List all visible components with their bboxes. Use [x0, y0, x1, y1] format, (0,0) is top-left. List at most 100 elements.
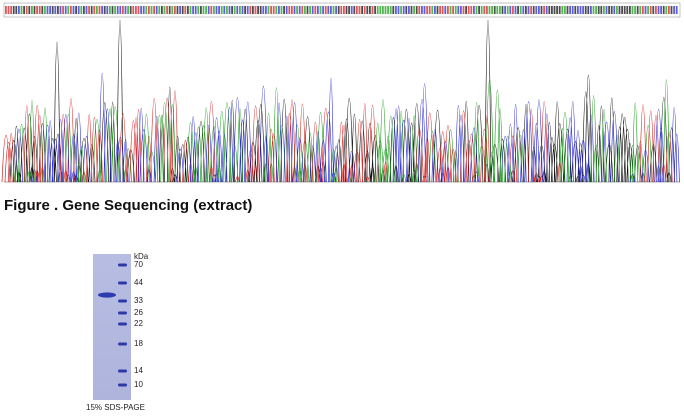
base-call — [660, 6, 662, 14]
gel-lane-area — [93, 254, 131, 400]
base-call — [298, 6, 301, 14]
base-call — [587, 6, 590, 14]
base-call — [192, 6, 194, 14]
base-call — [335, 6, 337, 14]
base-call — [309, 6, 311, 14]
base-call — [634, 6, 636, 14]
base-call — [12, 6, 15, 14]
base-call — [397, 6, 400, 14]
base-call — [41, 6, 44, 14]
base-call — [350, 6, 353, 14]
base-call — [38, 6, 41, 14]
base-call — [488, 6, 491, 14]
base-call — [98, 6, 101, 14]
base-call — [207, 6, 210, 14]
base-call — [197, 6, 200, 14]
base-call — [249, 6, 252, 14]
base-call — [179, 6, 181, 14]
base-call — [54, 6, 57, 14]
base-call — [343, 6, 345, 14]
base-call — [358, 6, 361, 14]
trace — [9, 20, 675, 183]
base-call — [439, 6, 441, 14]
base-call — [670, 6, 673, 14]
base-call — [504, 6, 506, 14]
base-call — [668, 6, 670, 14]
base-call — [148, 6, 150, 14]
base-call — [675, 6, 678, 14]
ladder-band — [118, 322, 127, 326]
base-call — [278, 6, 280, 14]
base-call — [64, 6, 67, 14]
base-call — [595, 6, 597, 14]
base-call — [610, 6, 613, 14]
base-call — [428, 6, 431, 14]
base-call — [80, 6, 83, 14]
base-call — [200, 6, 202, 14]
base-call — [530, 6, 532, 14]
base-call — [499, 6, 501, 14]
base-call — [579, 6, 582, 14]
base-call — [280, 6, 283, 14]
base-call — [223, 6, 226, 14]
marker-label: 33 — [134, 296, 143, 305]
base-call — [23, 6, 25, 14]
base-call — [194, 6, 197, 14]
base-call — [514, 6, 517, 14]
ladder-band — [118, 299, 127, 303]
base-call — [673, 6, 675, 14]
base-call — [623, 6, 626, 14]
base-call — [647, 6, 649, 14]
base-call — [631, 6, 634, 14]
base-call — [535, 6, 538, 14]
base-call — [153, 6, 155, 14]
base-call — [246, 6, 249, 14]
base-call — [181, 6, 184, 14]
base-call — [155, 6, 158, 14]
base-call — [7, 6, 10, 14]
base-call — [101, 6, 103, 14]
base-call — [174, 6, 176, 14]
base-call — [348, 6, 350, 14]
base-call — [272, 6, 275, 14]
base-call — [270, 6, 272, 14]
base-call — [75, 6, 77, 14]
base-call — [460, 6, 462, 14]
base-call — [59, 6, 62, 14]
base-call — [330, 6, 332, 14]
base-call — [25, 6, 28, 14]
base-call — [525, 6, 527, 14]
base-call — [150, 6, 153, 14]
base-call — [46, 6, 49, 14]
base-call — [10, 6, 12, 14]
base-call — [462, 6, 465, 14]
base-call — [356, 6, 358, 14]
ladder-band — [118, 281, 127, 285]
base-call — [608, 6, 610, 14]
base-call — [389, 6, 392, 14]
base-call — [434, 6, 436, 14]
chromatogram — [1, 2, 681, 183]
base-call — [72, 6, 75, 14]
base-call — [62, 6, 64, 14]
base-call — [337, 6, 340, 14]
base-call — [106, 6, 109, 14]
gel-figure: kDa 15% SDS-PAGE 70 44 33 26 22 18 14 10 — [86, 252, 149, 412]
base-call — [590, 6, 592, 14]
base-call — [83, 6, 85, 14]
base-call — [132, 6, 135, 14]
ladder-band — [118, 383, 127, 387]
base-call — [109, 6, 111, 14]
ladder-band — [118, 263, 127, 267]
base-call — [496, 6, 499, 14]
base-call — [642, 6, 644, 14]
base-call — [213, 6, 215, 14]
base-call — [184, 6, 187, 14]
base-call — [189, 6, 192, 14]
base-call — [382, 6, 384, 14]
base-call — [629, 6, 631, 14]
base-call — [569, 6, 571, 14]
base-call — [254, 6, 257, 14]
base-call — [556, 6, 558, 14]
